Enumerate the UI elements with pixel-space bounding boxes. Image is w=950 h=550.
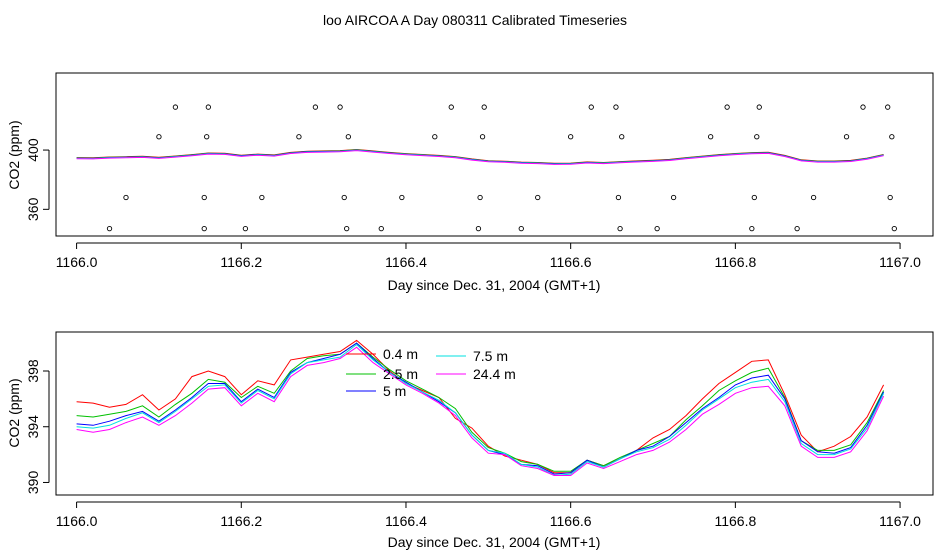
x-axis: 1166.0 1166.2 1166.4 1166.6 1166.8 1167.0 (56, 501, 921, 529)
data-point (378, 225, 384, 232)
y-axis: 360 400 (25, 138, 50, 221)
data-point (312, 104, 319, 110)
data-point (654, 225, 660, 232)
data-point (843, 134, 850, 140)
data-point (205, 104, 211, 110)
legend-label: 24.4 m (473, 366, 516, 382)
data-point (613, 104, 619, 110)
data-point (754, 134, 760, 140)
panel-bottom: 1166.0 1166.2 1166.4 1166.6 1166.8 1167.0 390… (6, 331, 934, 550)
y-tick-label: 394 (25, 415, 41, 439)
data-point (535, 194, 541, 201)
x-axis: 1166.0 1166.2 1166.4 1166.6 1166.8 1167.0 (56, 242, 921, 270)
y-axis-label: CO2 (ppm) (6, 378, 22, 447)
data-point (889, 134, 895, 140)
panel-top: 1166.0 1166.2 1166.4 1166.6 1166.8 1167.0 360… (6, 72, 934, 293)
data-point (337, 104, 343, 110)
series-line (76, 150, 884, 165)
data-point (588, 104, 594, 110)
data-point (887, 194, 893, 201)
series-line (76, 339, 885, 474)
x-tick-label: 1166.2 (220, 513, 262, 529)
data-point (891, 225, 897, 232)
x-axis-label: Day since Dec. 31, 2004 (GMT+1) (388, 534, 601, 550)
plot-frame (55, 331, 934, 496)
data-point (345, 134, 351, 140)
y-tick-label: 390 (25, 471, 41, 495)
series-line (76, 343, 885, 477)
data-point (156, 134, 162, 140)
data-point (475, 225, 482, 232)
x-tick-label: 1166.0 (56, 513, 98, 529)
legend-label: 7.5 m (473, 348, 508, 364)
y-axis: 390 394 398 (25, 359, 50, 495)
point-group (106, 104, 897, 232)
data-point (106, 225, 113, 232)
data-point (860, 104, 866, 110)
y-tick-label: 398 (25, 359, 41, 383)
plot-frame (55, 72, 934, 237)
data-point (756, 104, 762, 110)
x-tick-label: 1166.4 (385, 513, 427, 529)
data-point (172, 104, 179, 110)
data-point (432, 134, 438, 140)
data-point (448, 104, 454, 110)
x-tick-label: 1166.8 (714, 513, 756, 529)
data-point (670, 194, 677, 201)
data-point (724, 104, 730, 110)
x-tick-label: 1166.2 (220, 254, 262, 270)
data-point (481, 104, 487, 110)
y-tick-label: 360 (25, 197, 41, 221)
series-group (76, 148, 884, 165)
legend-label: 5 m (383, 383, 406, 399)
data-point (204, 134, 210, 140)
data-point (617, 225, 623, 232)
data-point (201, 225, 207, 232)
x-tick-label: 1167.0 (879, 513, 921, 529)
x-tick-label: 1166.0 (56, 254, 98, 270)
data-point (568, 134, 574, 140)
data-point (399, 194, 405, 201)
data-point (259, 194, 265, 201)
chart-title: loo AIRCOA A Day 080311 Calibrated Times… (322, 12, 627, 28)
series-line (76, 346, 885, 476)
data-point (708, 134, 714, 140)
data-point (794, 225, 800, 232)
series-group (76, 339, 885, 477)
data-point (615, 194, 622, 201)
data-point (341, 194, 347, 201)
data-point (749, 225, 755, 232)
legend-label: 2.5 m (383, 366, 418, 382)
data-point (296, 134, 302, 140)
series-line (76, 342, 885, 472)
x-tick-label: 1166.6 (550, 513, 592, 529)
x-tick-label: 1166.6 (550, 254, 592, 270)
legend: 0.4 m 2.5 m5 m 7.5 m 24.4 m (346, 346, 516, 399)
data-point (751, 194, 757, 201)
legend-label: 0.4 m (383, 346, 418, 362)
data-point (810, 194, 817, 201)
data-point (619, 134, 625, 140)
data-point (344, 225, 350, 232)
x-tick-label: 1167.0 (879, 254, 921, 270)
data-point (477, 194, 483, 201)
x-tick-label: 1166.4 (385, 254, 427, 270)
data-point (518, 225, 524, 232)
y-axis-label: CO2 (ppm) (6, 120, 22, 189)
x-tick-label: 1166.8 (714, 254, 756, 270)
data-point (201, 194, 207, 201)
data-point (479, 134, 486, 140)
data-point (242, 225, 249, 232)
data-point (885, 104, 891, 110)
y-tick-label: 400 (25, 138, 41, 162)
data-point (123, 194, 129, 201)
x-axis-label: Day since Dec. 31, 2004 (GMT+1) (388, 277, 601, 293)
